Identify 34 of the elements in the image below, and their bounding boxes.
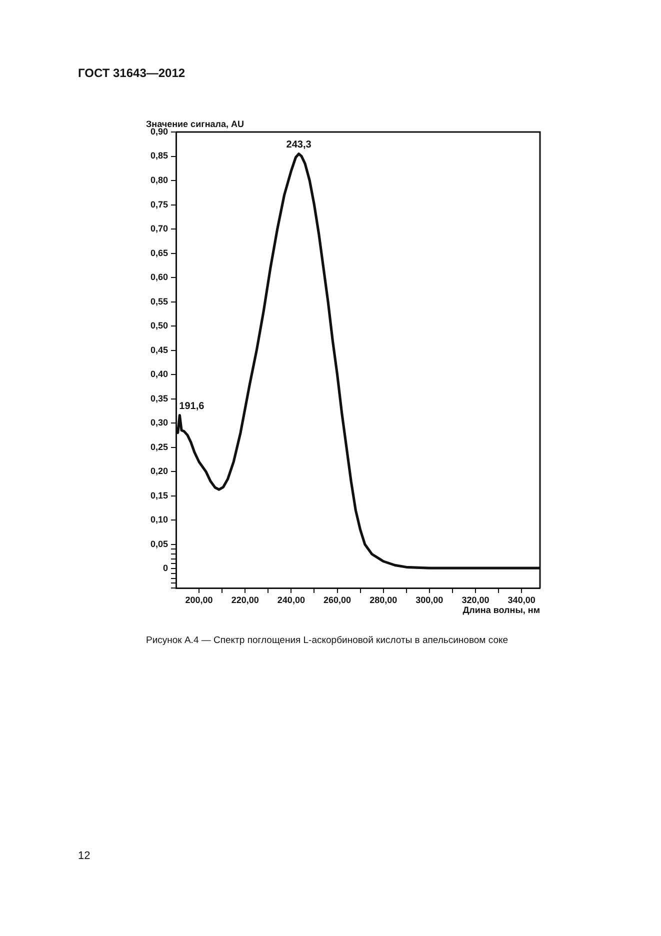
x-tick-label: 260,00	[324, 594, 352, 605]
y-tick-label: 0,80	[150, 174, 168, 185]
x-tick-label: 220,00	[231, 594, 259, 605]
y-axis-title: Значение сигнала, AU	[146, 118, 244, 129]
x-tick-label: 240,00	[277, 594, 305, 605]
annotation: 243,3	[286, 140, 312, 151]
y-tick-label: 0,10	[150, 514, 168, 525]
y-tick-label: 0,40	[150, 369, 168, 380]
x-tick-label: 320,00	[462, 594, 490, 605]
y-tick-label: 0,90	[150, 126, 168, 136]
y-tick-label: 0,50	[150, 320, 168, 331]
y-tick-label: 0,35	[150, 393, 168, 404]
x-tick-label: 300,00	[416, 594, 444, 605]
annotation: 191,6	[179, 401, 205, 412]
y-tick-label: 0,60	[150, 272, 168, 282]
y-tick-label: 0	[162, 563, 168, 574]
y-tick-label: 0,55	[150, 296, 168, 306]
x-axis-title: Длина волны, нм	[462, 604, 540, 615]
x-tick-label: 200,00	[185, 594, 213, 605]
y-tick-label: 0,70	[150, 224, 168, 234]
y-tick-label: 0,20	[150, 466, 168, 476]
y-tick-label: 0,30	[150, 418, 168, 428]
y-tick-label: 0,75	[150, 199, 168, 210]
y-tick-label: 0,65	[150, 248, 168, 258]
y-tick-label: 0,15	[150, 490, 168, 500]
text: Рисунок А.4 — Спектр поглощения L-аскорбиновой кислоты в апельсиновом соке	[146, 635, 508, 646]
x-tick-label: 280,00	[370, 594, 398, 605]
y-tick-label: 0,25	[150, 442, 168, 452]
x-tick-label: 340,00	[508, 594, 536, 605]
y-tick-label: 0,45	[150, 344, 168, 355]
y-tick-label: 0,85	[150, 150, 168, 161]
text: 12	[78, 850, 90, 862]
text: ГОСТ 31643—2012	[78, 66, 186, 80]
y-tick-label: 0,05	[150, 538, 168, 549]
